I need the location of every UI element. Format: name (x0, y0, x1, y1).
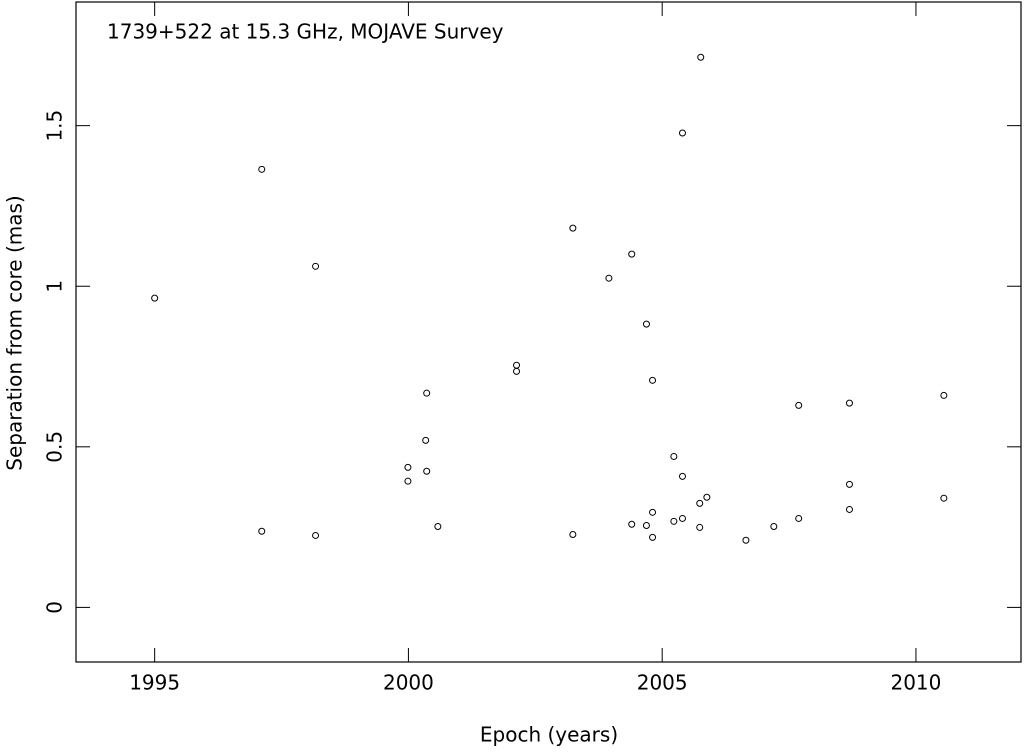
y-tick-label: 0.5 (43, 431, 67, 463)
point (423, 389, 431, 397)
point (513, 367, 521, 375)
point (404, 477, 412, 485)
x-tick-label: 2010 (890, 671, 941, 695)
point (642, 522, 650, 530)
point (678, 514, 686, 522)
y-tick-label: 1.5 (43, 110, 67, 142)
point (513, 361, 521, 369)
point (312, 262, 320, 270)
x-tick-label: 2000 (383, 671, 434, 695)
point (422, 436, 430, 444)
point (770, 522, 778, 530)
point (423, 467, 431, 475)
point (434, 522, 442, 530)
point (649, 376, 657, 384)
point (742, 536, 750, 544)
point (703, 493, 711, 501)
point (845, 505, 853, 513)
point (696, 523, 704, 531)
point (642, 320, 650, 328)
point (258, 165, 266, 173)
point (940, 494, 948, 502)
point (258, 527, 266, 535)
point (404, 463, 412, 471)
point (845, 399, 853, 407)
point (628, 520, 636, 528)
point (649, 508, 657, 516)
point (605, 274, 613, 282)
point (678, 129, 686, 137)
plot-frame (75, 1, 1022, 663)
chart-title: 1739+522 at 15.3 GHz, MOJAVE Survey (107, 20, 504, 44)
y-tick-label: 1 (43, 280, 67, 293)
y-tick-label: 0 (43, 601, 67, 614)
point (628, 250, 636, 258)
point (312, 531, 320, 539)
point (845, 480, 853, 488)
point (670, 517, 678, 525)
y-axis-label: Separation from core (mas) (3, 195, 27, 470)
point (670, 452, 678, 460)
point (151, 294, 159, 302)
point (678, 472, 686, 480)
point (795, 401, 803, 409)
point (569, 224, 577, 232)
point (697, 53, 705, 61)
x-axis-label: Epoch (years) (480, 723, 618, 747)
point (569, 530, 577, 538)
x-tick-label: 2005 (637, 671, 688, 695)
point (649, 533, 657, 541)
point (696, 499, 704, 507)
point (795, 514, 803, 522)
point (940, 391, 948, 399)
x-tick-label: 1995 (129, 671, 180, 695)
